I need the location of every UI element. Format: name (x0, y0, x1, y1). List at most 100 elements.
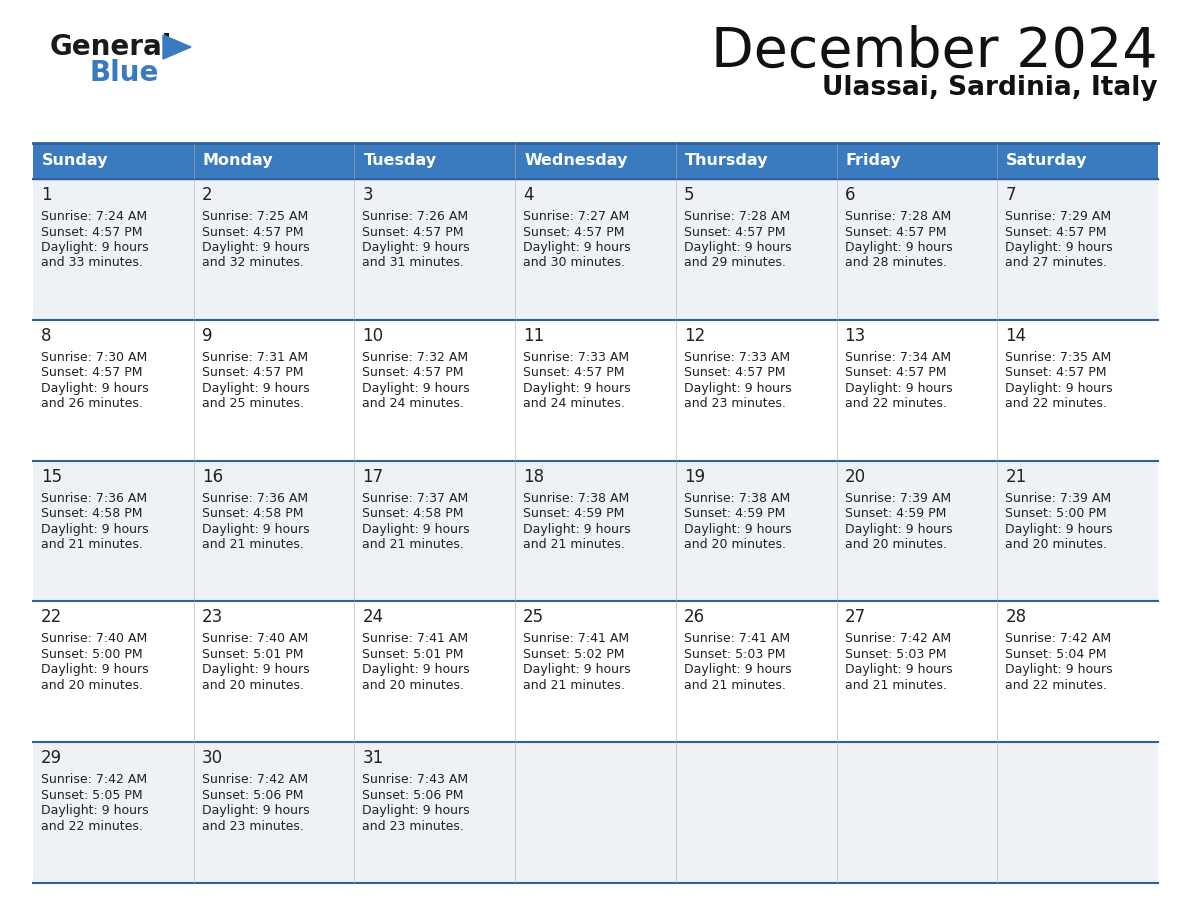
Text: Daylight: 9 hours: Daylight: 9 hours (202, 804, 309, 817)
Text: Sunset: 4:57 PM: Sunset: 4:57 PM (845, 226, 946, 239)
Text: and 20 minutes.: and 20 minutes. (362, 679, 465, 692)
Bar (676, 601, 836, 742)
Bar (836, 143, 997, 179)
Text: and 21 minutes.: and 21 minutes. (523, 538, 625, 551)
Text: Blue: Blue (90, 59, 159, 87)
Text: Sunset: 4:57 PM: Sunset: 4:57 PM (362, 226, 465, 239)
Text: Daylight: 9 hours: Daylight: 9 hours (362, 804, 470, 817)
Text: Friday: Friday (846, 153, 902, 169)
Text: Sunset: 4:57 PM: Sunset: 4:57 PM (1005, 226, 1107, 239)
Text: Sunrise: 7:42 AM: Sunrise: 7:42 AM (845, 633, 950, 645)
Text: Daylight: 9 hours: Daylight: 9 hours (202, 382, 309, 395)
Bar (516, 601, 676, 742)
Text: and 23 minutes.: and 23 minutes. (362, 820, 465, 833)
Text: and 22 minutes.: and 22 minutes. (1005, 397, 1107, 410)
Text: Sunset: 4:57 PM: Sunset: 4:57 PM (523, 366, 625, 379)
Bar (676, 319, 836, 461)
Bar (354, 461, 516, 601)
Text: and 20 minutes.: and 20 minutes. (684, 538, 785, 551)
Text: Sunset: 5:04 PM: Sunset: 5:04 PM (1005, 648, 1107, 661)
Text: and 21 minutes.: and 21 minutes. (202, 538, 304, 551)
Text: 22: 22 (42, 609, 62, 626)
Text: Sunday: Sunday (42, 153, 108, 169)
Text: Daylight: 9 hours: Daylight: 9 hours (845, 522, 953, 535)
Text: December 2024: December 2024 (712, 25, 1158, 79)
Bar (516, 461, 676, 601)
Text: Daylight: 9 hours: Daylight: 9 hours (42, 522, 148, 535)
Text: Sunset: 4:57 PM: Sunset: 4:57 PM (684, 366, 785, 379)
Bar (997, 742, 1158, 883)
Text: 19: 19 (684, 467, 704, 486)
Text: Ulassai, Sardinia, Italy: Ulassai, Sardinia, Italy (822, 75, 1158, 101)
Text: Sunrise: 7:27 AM: Sunrise: 7:27 AM (523, 210, 630, 223)
Text: 6: 6 (845, 186, 855, 204)
Bar (33, 742, 194, 883)
Text: Daylight: 9 hours: Daylight: 9 hours (523, 241, 631, 254)
Text: Sunrise: 7:38 AM: Sunrise: 7:38 AM (684, 492, 790, 505)
Polygon shape (163, 35, 191, 59)
Text: Sunset: 4:59 PM: Sunset: 4:59 PM (684, 507, 785, 521)
Bar (33, 601, 194, 742)
Bar (676, 179, 836, 319)
Text: Sunrise: 7:25 AM: Sunrise: 7:25 AM (202, 210, 308, 223)
Bar (354, 143, 516, 179)
Text: and 20 minutes.: and 20 minutes. (202, 679, 304, 692)
Text: and 20 minutes.: and 20 minutes. (1005, 538, 1107, 551)
Text: Daylight: 9 hours: Daylight: 9 hours (42, 382, 148, 395)
Text: Thursday: Thursday (684, 153, 769, 169)
Text: Sunset: 5:02 PM: Sunset: 5:02 PM (523, 648, 625, 661)
Text: Sunrise: 7:33 AM: Sunrise: 7:33 AM (684, 351, 790, 364)
Text: and 28 minutes.: and 28 minutes. (845, 256, 947, 270)
Text: Sunrise: 7:42 AM: Sunrise: 7:42 AM (1005, 633, 1112, 645)
Text: Daylight: 9 hours: Daylight: 9 hours (845, 664, 953, 677)
Text: Daylight: 9 hours: Daylight: 9 hours (684, 522, 791, 535)
Text: Monday: Monday (203, 153, 273, 169)
Text: 30: 30 (202, 749, 223, 767)
Text: Sunrise: 7:29 AM: Sunrise: 7:29 AM (1005, 210, 1112, 223)
Text: Sunset: 4:58 PM: Sunset: 4:58 PM (362, 507, 465, 521)
Text: and 20 minutes.: and 20 minutes. (845, 538, 947, 551)
Text: and 21 minutes.: and 21 minutes. (42, 538, 143, 551)
Text: 2: 2 (202, 186, 213, 204)
Text: 13: 13 (845, 327, 866, 345)
Text: Sunrise: 7:40 AM: Sunrise: 7:40 AM (202, 633, 308, 645)
Text: and 26 minutes.: and 26 minutes. (42, 397, 143, 410)
Bar (516, 179, 676, 319)
Text: Daylight: 9 hours: Daylight: 9 hours (523, 522, 631, 535)
Text: Sunset: 4:59 PM: Sunset: 4:59 PM (523, 507, 625, 521)
Text: and 24 minutes.: and 24 minutes. (362, 397, 465, 410)
Text: 27: 27 (845, 609, 866, 626)
Text: Sunrise: 7:33 AM: Sunrise: 7:33 AM (523, 351, 630, 364)
Bar (997, 179, 1158, 319)
Text: Saturday: Saturday (1006, 153, 1088, 169)
Text: 5: 5 (684, 186, 694, 204)
Text: Sunset: 4:57 PM: Sunset: 4:57 PM (845, 366, 946, 379)
Text: Sunset: 5:06 PM: Sunset: 5:06 PM (202, 789, 303, 801)
Text: Daylight: 9 hours: Daylight: 9 hours (362, 664, 470, 677)
Text: 28: 28 (1005, 609, 1026, 626)
Text: Daylight: 9 hours: Daylight: 9 hours (1005, 241, 1113, 254)
Text: Sunrise: 7:24 AM: Sunrise: 7:24 AM (42, 210, 147, 223)
Text: 1: 1 (42, 186, 51, 204)
Text: 21: 21 (1005, 467, 1026, 486)
Text: Sunrise: 7:32 AM: Sunrise: 7:32 AM (362, 351, 468, 364)
Text: and 22 minutes.: and 22 minutes. (845, 397, 947, 410)
Text: and 29 minutes.: and 29 minutes. (684, 256, 785, 270)
Text: 3: 3 (362, 186, 373, 204)
Text: Daylight: 9 hours: Daylight: 9 hours (684, 664, 791, 677)
Text: and 24 minutes.: and 24 minutes. (523, 397, 625, 410)
Text: Daylight: 9 hours: Daylight: 9 hours (1005, 382, 1113, 395)
Text: and 32 minutes.: and 32 minutes. (202, 256, 304, 270)
Text: Daylight: 9 hours: Daylight: 9 hours (202, 241, 309, 254)
Bar (676, 742, 836, 883)
Text: Daylight: 9 hours: Daylight: 9 hours (42, 241, 148, 254)
Text: 14: 14 (1005, 327, 1026, 345)
Text: and 33 minutes.: and 33 minutes. (42, 256, 143, 270)
Text: Sunset: 4:57 PM: Sunset: 4:57 PM (202, 226, 303, 239)
Text: and 21 minutes.: and 21 minutes. (523, 679, 625, 692)
Bar (354, 319, 516, 461)
Bar (354, 601, 516, 742)
Text: 10: 10 (362, 327, 384, 345)
Text: Daylight: 9 hours: Daylight: 9 hours (845, 241, 953, 254)
Text: Sunset: 4:58 PM: Sunset: 4:58 PM (42, 507, 143, 521)
